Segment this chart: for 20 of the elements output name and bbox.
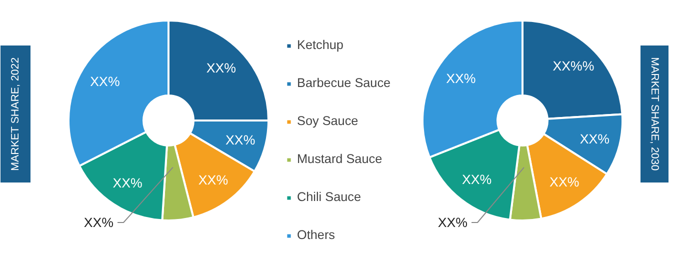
legend-label: Ketchup [297,37,344,54]
data-label: XX% [446,71,476,86]
data-label: XX% [198,172,228,188]
data-label: XX% [438,215,468,230]
data-label: XX% [84,215,114,230]
data-label: XX% [462,172,492,187]
legend-label: Others [297,227,335,244]
data-label: XX% [226,132,256,148]
data-label: XX% [550,174,580,190]
text: MARKET SHARE, 2022 [10,57,22,171]
data-label: XX% [580,132,610,147]
text: MARKET SHARE, 2030 [648,57,660,171]
data-label: XX%% [552,58,594,74]
legend-label: Chili Sauce [297,189,362,206]
legend-label: Mustard Sauce [297,151,382,168]
data-label: XX% [206,60,236,76]
data-label: XX% [90,74,120,90]
data-label: XX% [112,175,143,190]
legend-label: Soy Sauce [297,113,358,130]
legend-label: Barbecue Sauce [297,75,391,92]
